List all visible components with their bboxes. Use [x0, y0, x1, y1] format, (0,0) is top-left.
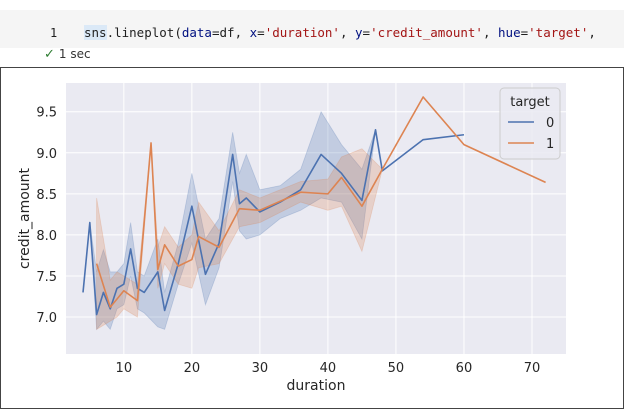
code-token: data — [181, 25, 212, 40]
y-tick-label: 8.0 — [36, 229, 57, 244]
legend-box — [499, 87, 561, 160]
x-tick-label: 40 — [320, 361, 337, 376]
y-axis-label: credit_amount — [17, 167, 33, 269]
code-token: 'duration' — [264, 25, 340, 40]
code-line[interactable]: sns.lineplot(data=df, x='duration', y='c… — [84, 24, 603, 41]
code-token: , — [588, 25, 604, 40]
code-token: x — [249, 25, 258, 40]
code-token: = — [257, 25, 265, 40]
code-token: sns — [84, 25, 107, 40]
code-token: df — [219, 25, 235, 40]
x-tick-label: 50 — [388, 361, 405, 376]
code-token: , — [339, 25, 356, 40]
legend-title: target — [510, 95, 550, 110]
code-token: = — [211, 25, 220, 40]
plot-background — [66, 83, 566, 354]
y-tick-label: 9.0 — [36, 147, 57, 162]
code-token: = — [520, 25, 529, 40]
line-number: 1 — [50, 26, 58, 40]
code-token: 'target' — [528, 25, 589, 40]
y-tick-label: 7.5 — [36, 270, 57, 285]
line-chart: 10 20 30 40 50 60 707.07.58.08.59.09.5duration… — [17, 83, 566, 394]
code-token: , — [234, 25, 250, 40]
code-token: lineplot — [114, 25, 175, 40]
code-token: hue — [498, 25, 521, 40]
x-tick-label: 20 — [184, 361, 201, 376]
legend-entry-label: 0 — [546, 116, 554, 131]
y-tick-label: 9.5 — [36, 106, 57, 121]
code-token: = — [362, 25, 371, 40]
code-token: y — [355, 25, 363, 40]
code-token: . — [106, 25, 115, 40]
code-token: , — [482, 25, 499, 40]
series-line-1 — [95, 96, 546, 308]
code-token: ( — [174, 25, 182, 40]
x-axis-label: duration — [287, 378, 346, 394]
code-cell[interactable]: 1 sns.lineplot(data=df, x='duration', y=… — [0, 0, 624, 68]
code-token: 'credit_amount' — [370, 25, 483, 40]
execution-status: ✓ 1 sec — [44, 47, 91, 62]
y-tick-label: 8.5 — [36, 188, 57, 203]
y-tick-label: 7.0 — [36, 311, 57, 326]
execution-time: 1 sec — [58, 47, 91, 61]
legend-entry-label: 1 — [546, 137, 554, 152]
cell-output: 10 20 30 40 50 60 70 7.0 7.5 8.0 8.5 9.0 9.5 duration… — [0, 67, 624, 409]
x-tick-label: 10 — [116, 361, 133, 376]
x-tick-label: 70 — [524, 361, 541, 376]
x-tick-label: 30 — [252, 361, 269, 376]
checkmark-icon: ✓ — [44, 47, 55, 62]
x-tick-label: 60 — [456, 361, 473, 376]
series-line-0 — [82, 129, 465, 316]
